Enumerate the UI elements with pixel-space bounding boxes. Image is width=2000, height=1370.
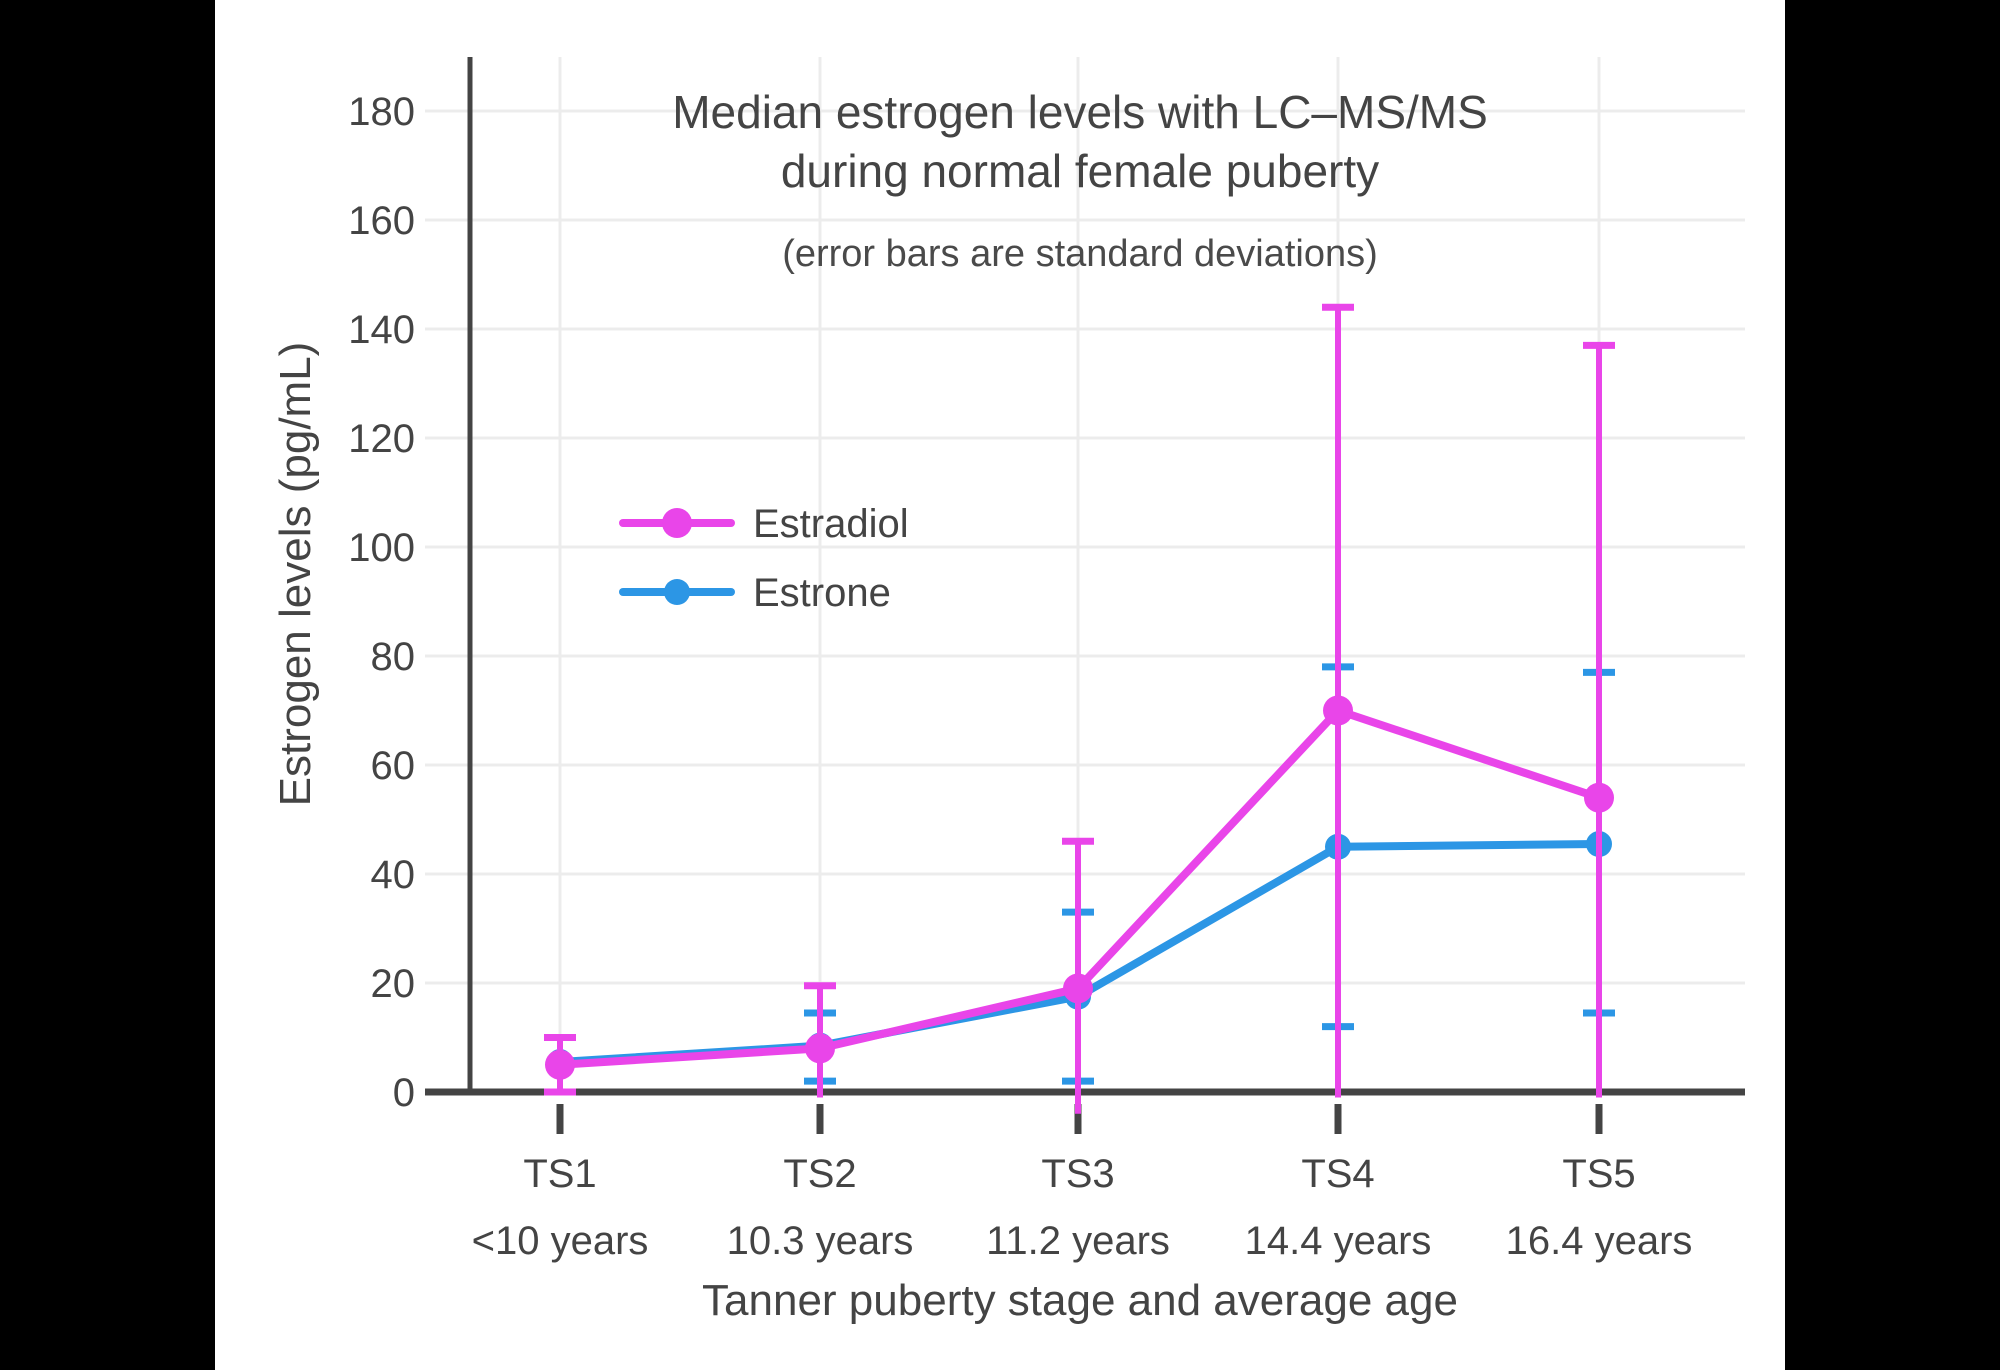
x-age-label-TS4: 14.4 years bbox=[1245, 1219, 1432, 1263]
chart-title-line1: Median estrogen levels with LC–MS/MS bbox=[672, 86, 1488, 138]
x-tick-label-TS4: TS4 bbox=[1301, 1152, 1374, 1196]
legend-item-estradiol: Estradiol bbox=[619, 502, 909, 546]
data-point-estradiol-TS5 bbox=[1584, 782, 1614, 813]
error-bar-estradiol-TS5 bbox=[1583, 341, 1615, 1098]
x-tick-label-TS2: TS2 bbox=[783, 1152, 856, 1196]
chart-canvas: 0 20 40 60 80 100 120 140 160 180 TS1 <10 years TS2 1… bbox=[215, 0, 1785, 1370]
x-axis-title: Tanner puberty stage and average age bbox=[702, 1276, 1458, 1325]
chart-title: Median estrogen levels with LC–MS/MS dur… bbox=[672, 86, 1488, 275]
tick-label-layer: 0 20 40 60 80 100 120 140 160 180 TS1 <10 years TS2 1… bbox=[348, 90, 1692, 1263]
grid-layer bbox=[470, 57, 1745, 1092]
x-age-label-TS5: 16.4 years bbox=[1506, 1219, 1693, 1263]
y-tick-label-160: 160 bbox=[348, 199, 415, 243]
y-tick-label-20: 20 bbox=[371, 962, 416, 1006]
y-tick-label-0: 0 bbox=[393, 1071, 415, 1115]
y-tick-label-180: 180 bbox=[348, 90, 415, 134]
y-tick-label-120: 120 bbox=[348, 417, 415, 461]
x-tick-label-TS5: TS5 bbox=[1562, 1152, 1635, 1196]
legend-label-estrone: Estrone bbox=[753, 571, 891, 615]
x-tick-label-TS3: TS3 bbox=[1041, 1152, 1114, 1196]
data-point-estradiol-TS3 bbox=[1063, 973, 1093, 1004]
x-age-label-TS3: 11.2 years bbox=[986, 1219, 1170, 1263]
estrogen-puberty-chart: 0 20 40 60 80 100 120 140 160 180 TS1 <10 years TS2 1… bbox=[271, 57, 1745, 1325]
x-age-label-TS1: <10 years bbox=[472, 1219, 649, 1263]
x-tick-label-TS1: TS1 bbox=[523, 1152, 596, 1196]
legend: Estradiol Estrone bbox=[619, 502, 909, 615]
x-age-label-TS2: 10.3 years bbox=[727, 1219, 914, 1263]
y-tick-label-140: 140 bbox=[348, 308, 415, 352]
data-point-estradiol-TS4 bbox=[1323, 695, 1353, 726]
chart-subtitle: (error bars are standard deviations) bbox=[782, 233, 1378, 275]
y-tick-label-80: 80 bbox=[371, 635, 416, 679]
series-layer bbox=[544, 303, 1615, 1114]
data-point-estradiol-TS2 bbox=[805, 1033, 835, 1064]
y-tick-label-40: 40 bbox=[371, 853, 416, 897]
data-point-estradiol-TS1 bbox=[545, 1049, 575, 1080]
legend-marker-estrone bbox=[664, 579, 690, 605]
axis-layer bbox=[425, 57, 1745, 1134]
legend-label-estradiol: Estradiol bbox=[753, 502, 909, 546]
legend-item-estrone: Estrone bbox=[619, 571, 891, 615]
chart-title-line2: during normal female puberty bbox=[781, 145, 1379, 197]
y-axis-title: Estrogen levels (pg/mL) bbox=[271, 342, 320, 807]
y-tick-label-60: 60 bbox=[371, 744, 416, 788]
y-tick-label-100: 100 bbox=[348, 526, 415, 570]
legend-marker-estradiol bbox=[662, 508, 692, 538]
